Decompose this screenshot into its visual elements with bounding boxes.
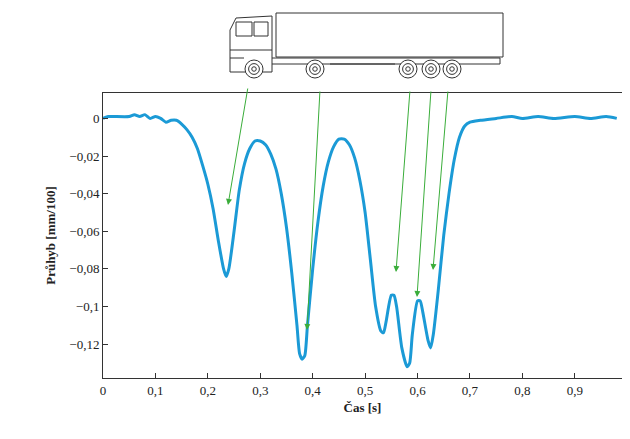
svg-text:0,6: 0,6 <box>409 383 426 398</box>
svg-text:Průhyb [mm/100]: Průhyb [mm/100] <box>43 186 58 285</box>
svg-text:0,3: 0,3 <box>252 383 268 398</box>
svg-text:−0,08: −0,08 <box>69 261 99 276</box>
svg-text:0,9: 0,9 <box>567 383 583 398</box>
svg-text:−0,02: −0,02 <box>69 149 99 164</box>
svg-text:−0,04: −0,04 <box>69 186 100 201</box>
svg-text:0: 0 <box>100 383 107 398</box>
svg-text:0,2: 0,2 <box>200 383 216 398</box>
svg-text:0,1: 0,1 <box>147 383 163 398</box>
svg-text:−0,06: −0,06 <box>69 224 100 239</box>
svg-text:Čas [s]: Čas [s] <box>344 400 382 415</box>
svg-text:0,8: 0,8 <box>514 383 530 398</box>
svg-text:−0,12: −0,12 <box>69 337 99 352</box>
svg-text:0,5: 0,5 <box>357 383 373 398</box>
svg-text:0,4: 0,4 <box>305 383 322 398</box>
svg-text:0,7: 0,7 <box>462 383 479 398</box>
svg-text:0: 0 <box>93 111 100 126</box>
svg-text:−0,1: −0,1 <box>76 299 100 314</box>
